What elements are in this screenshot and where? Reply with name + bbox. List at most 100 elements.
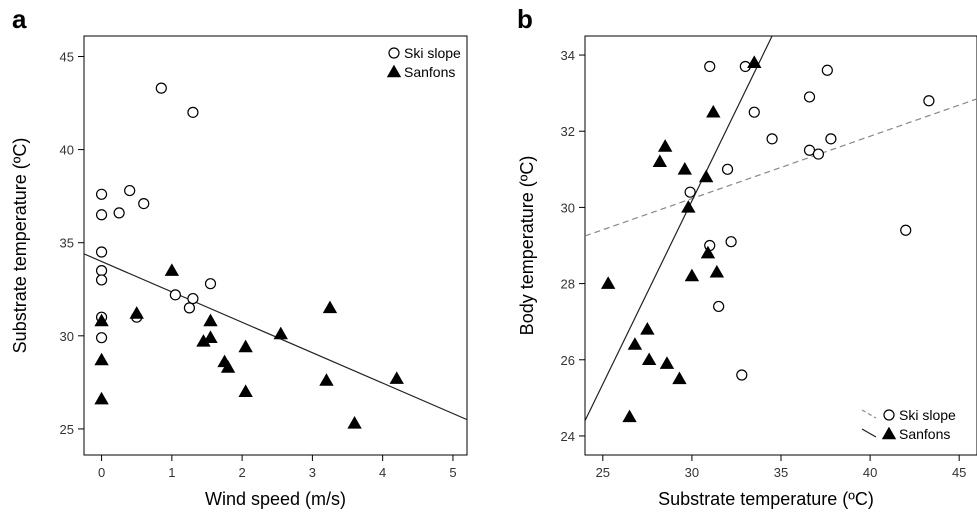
x-tick-label: 5 <box>449 465 456 480</box>
data-point-sanfons <box>684 268 700 282</box>
data-point-sanfons <box>129 306 144 319</box>
x-tick-label: 4 <box>379 465 386 480</box>
data-point-ski-slope <box>766 133 778 145</box>
x-tick-label: 3 <box>309 465 316 480</box>
data-point-sanfons <box>220 360 236 373</box>
data-point-ski-slope <box>183 302 196 314</box>
x-tick-label: 30 <box>685 465 699 480</box>
data-point-sanfons <box>672 371 687 385</box>
data-point-ski-slope <box>725 236 737 248</box>
data-point-sanfons <box>640 321 655 335</box>
data-point-ski-slope <box>95 246 108 258</box>
data-point-ski-slope <box>736 369 748 381</box>
data-point-ski-slope <box>204 278 217 290</box>
data-point-ski-slope <box>95 332 108 344</box>
data-point-sanfons <box>657 139 673 152</box>
panel-letter: a <box>12 4 27 34</box>
y-tick-label: 34 <box>561 48 575 63</box>
x-axis-title: Wind speed (m/s) <box>205 489 346 509</box>
data-point-sanfons <box>677 162 692 175</box>
data-point-ski-slope <box>138 198 150 210</box>
data-point-sanfons <box>659 356 675 369</box>
data-point-sanfons <box>203 313 218 327</box>
data-point-sanfons <box>698 169 714 183</box>
data-point-sanfons <box>627 337 643 350</box>
data-point-ski-slope <box>803 91 816 103</box>
legend-line <box>861 428 877 438</box>
data-point-sanfons <box>319 373 334 386</box>
data-point-ski-slope <box>812 148 825 160</box>
data-point-sanfons <box>700 245 716 259</box>
y-tick-label: 30 <box>561 200 575 215</box>
x-tick-label: 2 <box>239 465 246 480</box>
legend-label: Ski slope <box>899 407 956 423</box>
y-tick-label: 25 <box>60 422 74 437</box>
data-point-sanfons <box>94 352 109 366</box>
data-point-ski-slope <box>155 82 167 94</box>
data-point-ski-slope <box>95 209 108 221</box>
legend-line <box>861 409 877 419</box>
x-axis-title: Substrate temperature (ºC) <box>658 489 874 509</box>
data-point-sanfons <box>203 330 218 343</box>
data-point-sanfons <box>709 264 725 278</box>
y-tick-label: 24 <box>561 429 575 444</box>
data-point-ski-slope <box>721 163 734 175</box>
plot-frame <box>83 35 468 456</box>
data-point-sanfons <box>747 55 762 68</box>
y-axis-title: Substrate temperature (ºC) <box>10 138 30 354</box>
data-point-sanfons <box>389 371 404 384</box>
data-point-sanfons <box>347 416 362 429</box>
y-tick-label: 40 <box>60 143 74 158</box>
data-point-ski-slope <box>825 133 837 145</box>
data-point-sanfons <box>94 391 109 405</box>
x-tick-label: 35 <box>774 465 788 480</box>
legend: Ski slope Sanfons <box>386 45 461 80</box>
data-point-ski-slope <box>900 224 912 236</box>
legend-marker-sanfons <box>386 64 402 78</box>
y-tick-label: 32 <box>561 124 575 139</box>
regression-line-solid <box>585 36 773 421</box>
data-point-ski-slope <box>124 184 136 197</box>
plot-area <box>84 82 467 429</box>
data-point-sanfons <box>322 300 338 314</box>
panel-b: 25 30 35 40 45 24 26 28 30 32 34 Substrate temperat… <box>517 4 977 509</box>
legend-marker-ski-slope <box>388 47 400 59</box>
data-point-ski-slope <box>684 186 696 198</box>
data-point-sanfons <box>706 104 721 118</box>
data-point-ski-slope <box>95 188 108 200</box>
x-tick-label: 1 <box>168 465 175 480</box>
data-point-ski-slope <box>187 106 199 118</box>
y-axis-title: Body temperature (ºC) <box>517 156 537 336</box>
y-tick-label: 45 <box>60 49 74 64</box>
data-point-ski-slope <box>704 60 716 73</box>
data-point-ski-slope <box>95 265 108 277</box>
data-point-sanfons <box>600 276 616 289</box>
data-point-ski-slope <box>923 95 935 107</box>
regression-line-dashed <box>585 98 977 237</box>
legend-label: Sanfons <box>404 64 455 80</box>
x-tick-label: 0 <box>98 465 105 480</box>
y-tick-label: 28 <box>561 277 575 292</box>
y-tick-label: 35 <box>60 236 74 251</box>
plot-area <box>585 36 977 423</box>
data-point-ski-slope <box>113 207 125 219</box>
plot-frame <box>584 35 977 456</box>
data-point-ski-slope <box>713 300 725 313</box>
data-point-ski-slope <box>748 106 760 118</box>
data-point-sanfons <box>238 339 253 353</box>
legend-label: Sanfons <box>899 426 950 442</box>
y-tick-label: 30 <box>60 329 74 344</box>
data-point-ski-slope <box>821 64 833 76</box>
legend-label: Ski slope <box>404 45 461 61</box>
data-point-sanfons <box>622 409 637 423</box>
data-point-ski-slope <box>95 274 108 286</box>
legend-marker-ski-slope <box>883 409 895 421</box>
data-point-sanfons <box>641 352 657 366</box>
y-tick-label: 26 <box>561 353 575 368</box>
data-point-sanfons <box>681 200 696 213</box>
legend: Ski slope Sanfons <box>861 407 956 442</box>
x-tick-label: 45 <box>952 465 966 480</box>
data-point-sanfons <box>238 384 253 397</box>
data-point-sanfons <box>164 263 180 276</box>
